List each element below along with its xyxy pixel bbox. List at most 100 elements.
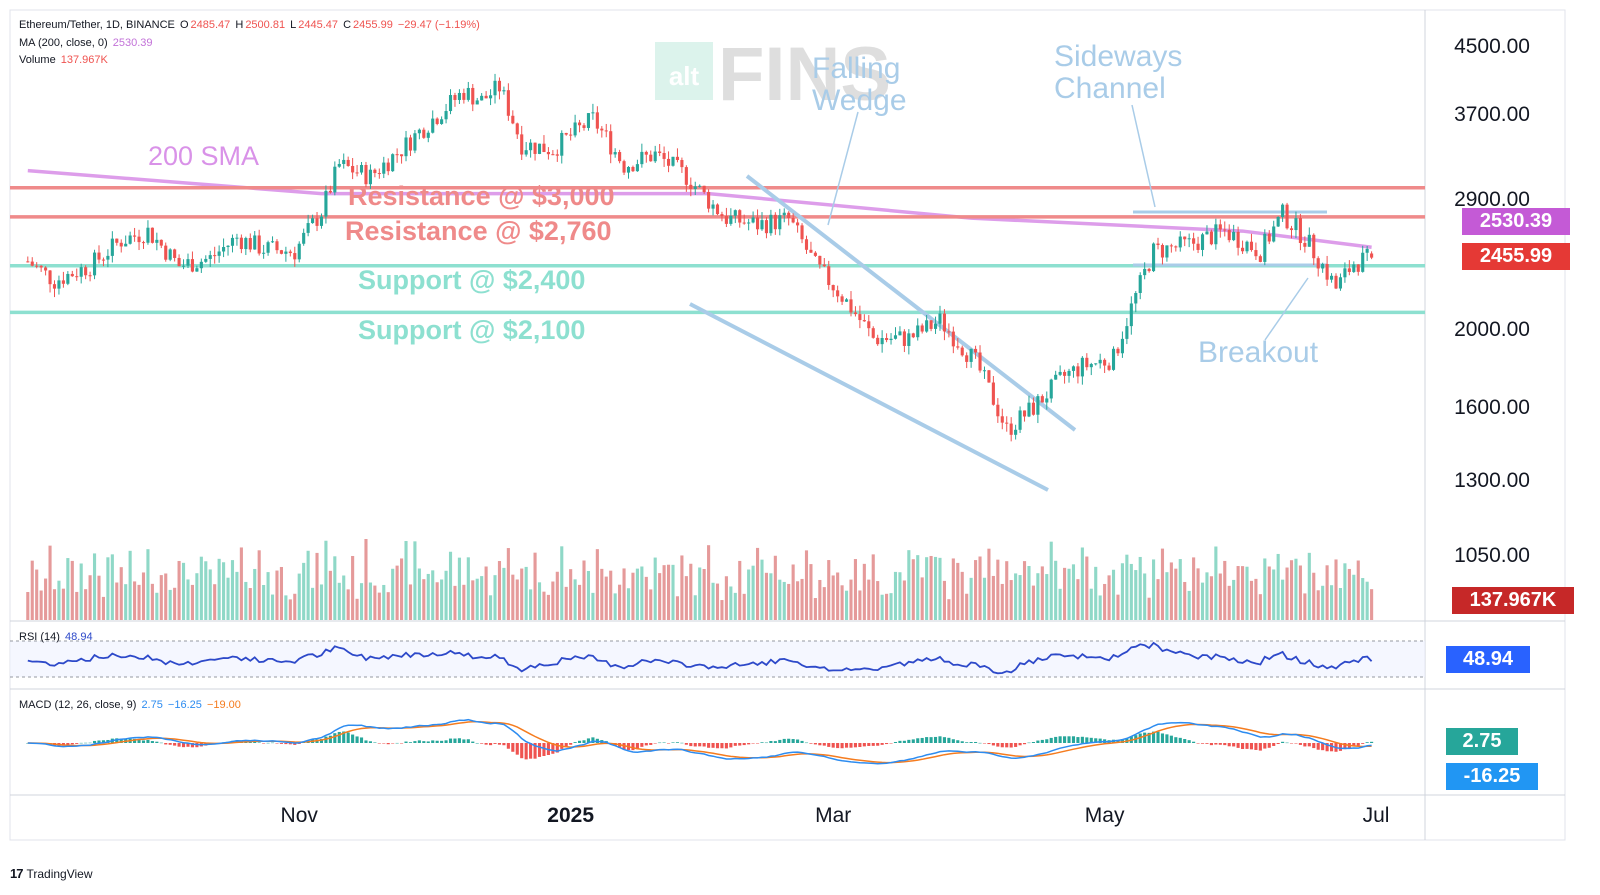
candle-body (978, 352, 982, 371)
macd-histogram-bar (822, 743, 826, 746)
macd-hist-value: −19.00 (206, 699, 241, 711)
macd-histogram-bar (431, 740, 435, 743)
close-value: 2455.99 (353, 19, 393, 31)
macd-histogram-bar (1018, 743, 1022, 746)
candle-body (1071, 366, 1076, 371)
candle-body (1125, 326, 1129, 339)
volume-bar (208, 569, 212, 620)
candle-body (217, 251, 221, 256)
volume-label: Volume (19, 54, 56, 66)
candle-body (213, 255, 217, 257)
candle-body (333, 166, 337, 193)
watermark-box (655, 42, 713, 100)
macd-histogram-bar (818, 743, 822, 746)
candle-body (497, 80, 502, 92)
volume-bar (960, 571, 964, 620)
candle-body (773, 214, 777, 230)
volume-bar (133, 581, 137, 620)
x-tick-label: Jul (1363, 804, 1390, 827)
macd-histogram-bar (1152, 731, 1156, 743)
macd-histogram-bar (951, 739, 955, 743)
volume-bar (489, 595, 493, 620)
macd-histogram-bar (382, 743, 386, 744)
candle-body (493, 80, 497, 96)
candle-body (1169, 245, 1173, 247)
volume-bar (929, 555, 933, 620)
candle-body (1223, 229, 1227, 231)
x-tick-label: 2025 (547, 804, 594, 827)
volume-bar (849, 579, 853, 620)
candle-body (1058, 371, 1062, 375)
tradingview-logo[interactable]: 17 TradingView (10, 866, 93, 881)
macd-histogram-bar (386, 743, 390, 745)
candle-body (1129, 303, 1133, 327)
macd-histogram-bar (1160, 733, 1165, 743)
volume-bar (916, 555, 920, 620)
level-label: Support @ $2,100 (358, 315, 585, 345)
candle-body (1134, 292, 1138, 304)
volume-bar (591, 592, 595, 620)
volume-bar (288, 599, 292, 620)
volume-bar (604, 576, 608, 620)
candle-body (787, 212, 791, 219)
volume-bar (141, 572, 146, 620)
macd-histogram-bar (368, 741, 372, 743)
candle-body (337, 163, 341, 167)
macd-histogram-bar (1209, 743, 1213, 746)
macd-histogram-bar (551, 743, 555, 754)
candle-body (969, 348, 973, 362)
candle-body (1227, 229, 1231, 241)
volume-bar (199, 556, 203, 620)
candle-body (618, 152, 622, 162)
candle-body (110, 238, 114, 256)
macd-signal-value: −16.25 (167, 699, 202, 711)
volume-bar (239, 547, 243, 620)
volume-bar (137, 584, 141, 620)
candle-body (1303, 242, 1307, 247)
volume-legend[interactable]: Volume 137.967K (19, 54, 110, 66)
candle-body (1218, 224, 1222, 230)
volume-bar (1027, 566, 1031, 620)
macd-histogram-bar (351, 734, 355, 743)
candle-body (226, 245, 230, 248)
watermark-big: FINS (718, 32, 891, 117)
volume-bar (684, 576, 688, 620)
ma-legend[interactable]: MA (200, close, 0) 2530.39 (19, 37, 154, 49)
candle-body (395, 154, 399, 156)
candle-body (302, 232, 306, 244)
macd-histogram-bar (1200, 743, 1205, 744)
macd-histogram-bar (155, 741, 159, 743)
volume-bar (52, 589, 57, 620)
macd-histogram-bar (270, 742, 275, 744)
candle-body (44, 267, 48, 271)
volume-bar (1254, 578, 1258, 620)
candle-body (248, 238, 252, 250)
macd-histogram-bar (1147, 732, 1151, 743)
macd-histogram-bar (586, 738, 591, 743)
macd-histogram-bar (1183, 739, 1187, 743)
annotation-line: Falling (812, 52, 900, 85)
volume-bar (680, 555, 684, 620)
volume-bar (226, 577, 230, 620)
macd-legend[interactable]: MACD (12, 26, close, 9) 2.75 −16.25 −19.… (19, 699, 243, 711)
volume-bar (1196, 568, 1200, 620)
macd-label: MACD (12, 26, close, 9) (19, 699, 137, 711)
macd-histogram-bar (1169, 735, 1173, 743)
volume-bar (502, 567, 506, 620)
volume-bar (662, 565, 666, 620)
rsi-legend[interactable]: RSI (14) 48.94 (19, 631, 95, 643)
candle-body (351, 165, 355, 173)
volume-bar (168, 589, 172, 620)
macd-histogram-bar (471, 741, 475, 743)
macd-histogram-bar (1325, 743, 1329, 752)
macd-histogram-bar (742, 743, 746, 746)
macd-histogram-bar (858, 743, 862, 747)
volume-bar (444, 570, 448, 620)
candle-body (1160, 244, 1165, 258)
candle-body (1352, 264, 1356, 272)
annotation-sideways-channel: Sideways Channel (1054, 40, 1182, 105)
volume-bar (1249, 580, 1254, 620)
macd-line (27, 718, 1372, 765)
candle-body (35, 265, 39, 267)
